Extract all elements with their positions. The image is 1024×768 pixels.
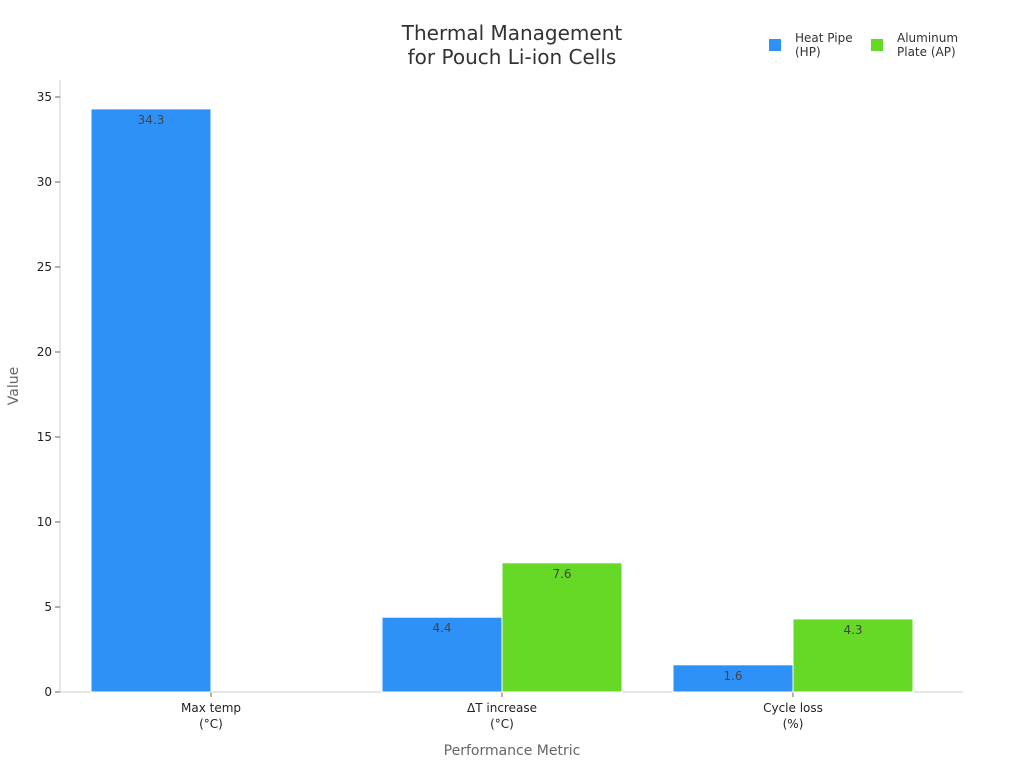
bars [90, 108, 914, 693]
legend-label-0-line: Heat Pipe [795, 31, 853, 45]
legend-label-0: Heat Pipe (HP) [795, 31, 853, 59]
y-tick-label: 15 [37, 430, 52, 444]
legend-swatch-1 [871, 39, 883, 51]
bar-series-0-cat-1 [381, 616, 503, 693]
legend-label-1-line: Aluminum [897, 31, 958, 45]
x-tick-label: Max temp (°C) [181, 701, 241, 731]
data-label-series-1-cat-2: 4.3 [843, 623, 862, 637]
legend-label-1-line: Plate (AP) [897, 45, 956, 59]
y-tick-label: 35 [37, 90, 52, 104]
x-tick-label-line: Cycle loss [763, 701, 823, 715]
data-labels: 34.3 4.4 1.6 7.6 4.3 [138, 113, 863, 683]
data-label-series-0-cat-0: 34.3 [138, 113, 165, 127]
y-tick-label: 10 [37, 515, 52, 529]
data-label-series-0-cat-2: 1.6 [723, 669, 742, 683]
legend-swatch-0 [769, 39, 781, 51]
x-tick-label: Cycle loss (%) [763, 701, 823, 731]
x-tick-label-line: (%) [783, 717, 804, 731]
bar-series-1-cat-2 [792, 618, 914, 693]
x-tick-label-line: ΔT increase [467, 701, 537, 715]
chart-title-text-line: for Pouch Li-ion Cells [408, 45, 617, 69]
chart-title-text: Thermal Management for Pouch Li-ion Cells [401, 21, 623, 69]
y-axis-title: Value [6, 367, 22, 405]
data-label-series-0-cat-1: 4.4 [432, 621, 451, 635]
legend-label-0-line: (HP) [795, 45, 821, 59]
y-tick-label: 5 [44, 600, 52, 614]
x-tick-label-line: (°C) [490, 717, 514, 731]
data-label-series-1-cat-1: 7.6 [552, 567, 571, 581]
bar-series-0-cat-0 [90, 108, 212, 693]
x-axis-title: Performance Metric [444, 743, 581, 759]
y-tick-label: 20 [37, 345, 52, 359]
axes: 0 5 10 15 20 25 30 35 Max temp (°C) ΔT increase (°C… [6, 80, 963, 759]
legend: Heat Pipe (HP) Aluminum Plate (AP) [769, 31, 958, 59]
x-tick-label-line: (°C) [199, 717, 223, 731]
y-tick-label: 0 [44, 685, 52, 699]
x-tick-label: ΔT increase (°C) [467, 701, 537, 731]
bar-series-1-cat-1 [501, 562, 623, 693]
x-tick-label-line: Max temp [181, 701, 241, 715]
y-tick-label: 25 [37, 260, 52, 274]
y-tick-label: 30 [37, 175, 52, 189]
legend-label-1: Aluminum Plate (AP) [897, 31, 958, 59]
chart-title-text-line: Thermal Management [401, 21, 623, 45]
chart-title: Thermal Management for Pouch Li-ion Cells [401, 21, 623, 69]
